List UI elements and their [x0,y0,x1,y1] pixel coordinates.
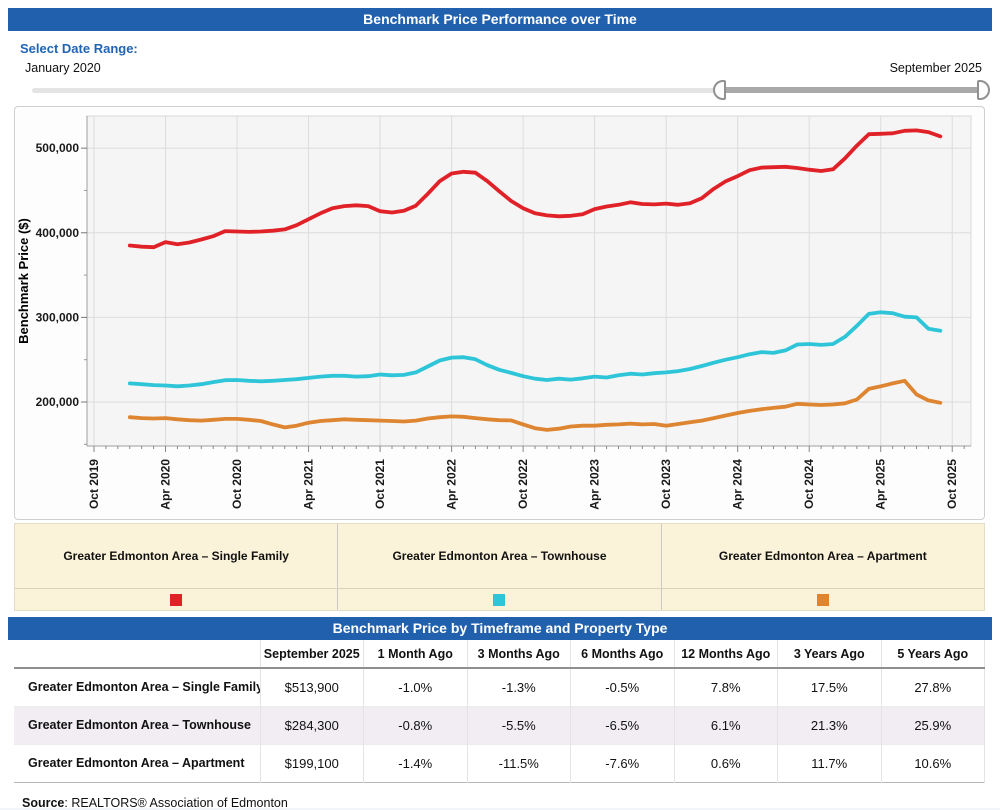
col-header-6-months: 6 Months Ago [570,640,675,669]
row-label-apartment: Greater Edmonton Area – Apartment [14,744,261,782]
chart-legend: Greater Edmonton Area – Single Family Gr… [14,523,985,611]
col-header-3-years: 3 Years Ago [777,640,882,669]
svg-text:Oct 2025: Oct 2025 [945,459,959,509]
cell-value: -11.5% [467,744,571,782]
date-range-label: Select Date Range: [20,41,138,56]
cell-value: 7.8% [674,668,778,706]
source-text: : REALTORS® Association of Edmonton [64,795,288,810]
legend-item-single-family[interactable]: Greater Edmonton Area – Single Family [15,524,339,588]
col-header-12-months: 12 Months Ago [674,640,778,669]
cell-value: $513,900 [260,668,364,706]
apartment-swatch-icon [816,593,829,606]
svg-text:Oct 2024: Oct 2024 [802,459,816,509]
cell-value: 6.1% [674,706,778,744]
table-row: Greater Edmonton Area – Apartment $199,1… [14,744,985,782]
col-header-sep-2025: September 2025 [260,640,364,669]
svg-text:300,000: 300,000 [36,310,80,324]
svg-text:Oct 2023: Oct 2023 [659,459,673,509]
cell-value: $199,100 [260,744,364,782]
slider-handle-left[interactable] [713,80,726,100]
svg-text:Apr 2021: Apr 2021 [302,459,316,510]
svg-text:Oct 2020: Oct 2020 [230,459,244,509]
legend-item-apartment[interactable]: Greater Edmonton Area – Apartment [718,549,927,563]
svg-text:Apr 2024: Apr 2024 [731,459,745,510]
col-header-3-months: 3 Months Ago [467,640,571,669]
cell-value: -5.5% [467,706,571,744]
source-attribution: Source: REALTORS® Association of Edmonto… [8,783,992,810]
date-range-end: September 2025 [889,61,982,75]
svg-text:400,000: 400,000 [36,226,80,240]
svg-text:Apr 2020: Apr 2020 [159,459,173,510]
col-header-property [14,640,261,669]
svg-text:Apr 2023: Apr 2023 [588,459,602,510]
cell-value: 0.6% [674,744,778,782]
cell-value: 27.8% [881,668,985,706]
cell-value: -6.5% [570,706,675,744]
svg-text:Apr 2022: Apr 2022 [445,459,459,510]
cell-value: -1.0% [363,668,468,706]
cell-value: -0.8% [363,706,468,744]
svg-text:500,000: 500,000 [36,141,80,155]
cell-value: 21.3% [777,706,882,744]
cell-value: 10.6% [881,744,985,782]
benchmark-price-chart: 200,000 300,000 400,000 500,000 Oct 2019 Apr … [14,106,985,520]
line-chart-canvas: 200,000 300,000 400,000 500,000 Oct 2019 Apr … [16,115,972,510]
date-range-values: January 2020 September 2025 [14,58,986,75]
row-label-townhouse: Greater Edmonton Area – Townhouse [14,706,261,744]
row-label-single-family: Greater Edmonton Area – Single Family [14,668,261,706]
slider-selected-range[interactable] [719,87,984,93]
table-row: Greater Edmonton Area – Townhouse $284,3… [14,706,985,744]
cell-value: $284,300 [260,706,364,744]
table-header-row: September 2025 1 Month Ago 3 Months Ago … [14,640,985,669]
cell-value: -0.5% [570,668,675,706]
single-family-swatch-icon [170,593,183,606]
townhouse-swatch-icon [493,593,506,606]
date-range-section: Select Date Range: January 2020 Septembe… [8,31,992,103]
table-title-bar: Benchmark Price by Timeframe and Propert… [8,617,992,640]
col-header-1-month: 1 Month Ago [363,640,468,669]
chart-title-bar: Benchmark Price Performance over Time [8,8,992,31]
slider-track[interactable] [32,88,972,93]
cell-value: 17.5% [777,668,882,706]
legend-item-townhouse[interactable]: Greater Edmonton Area – Townhouse [338,524,662,588]
cell-value: -1.4% [363,744,468,782]
cell-value: -7.6% [570,744,675,782]
svg-text:Oct 2022: Oct 2022 [516,459,530,509]
date-range-start: January 2020 [25,61,101,75]
svg-text:Oct 2019: Oct 2019 [87,459,101,509]
col-header-5-years: 5 Years Ago [881,640,985,669]
slider-handle-right[interactable] [977,80,990,100]
cell-value: 25.9% [881,706,985,744]
svg-text:Benchmark Price ($): Benchmark Price ($) [16,218,31,344]
date-range-slider [14,77,990,103]
source-label: Source [22,795,65,810]
svg-text:Apr 2025: Apr 2025 [874,459,888,510]
cell-value: 11.7% [777,744,882,782]
benchmark-price-table: September 2025 1 Month Ago 3 Months Ago … [14,640,985,783]
svg-text:200,000: 200,000 [36,395,80,409]
table-row: Greater Edmonton Area – Single Family $5… [14,668,985,706]
cell-value: -1.3% [467,668,571,706]
svg-text:Oct 2021: Oct 2021 [373,459,387,509]
